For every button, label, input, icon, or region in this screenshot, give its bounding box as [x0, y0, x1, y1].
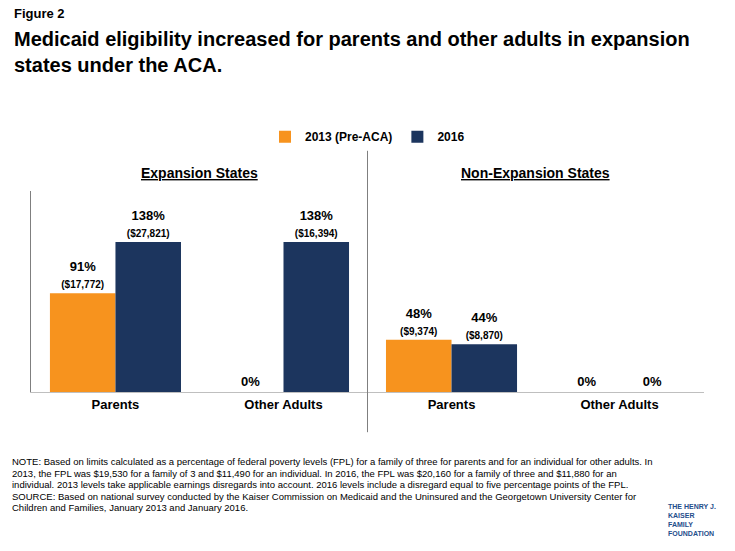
- svg-text:0%: 0%: [643, 374, 662, 389]
- svg-text:Non-Expansion States: Non-Expansion States: [461, 165, 610, 181]
- html-text:KAISER: KAISER: [668, 512, 695, 519]
- html-text:SOURCE: Based on national surv: SOURCE: Based on national survey conduct…: [12, 490, 637, 513]
- svg-text:Other Adults: Other Adults: [580, 397, 658, 412]
- svg-text:2013 (Pre-ACA): 2013 (Pre-ACA): [305, 130, 392, 144]
- svg-text:Parents: Parents: [428, 397, 476, 412]
- html-text:THE HENRY J.: THE HENRY J.: [668, 503, 716, 510]
- html-text:FOUNDATION: FOUNDATION: [668, 530, 715, 537]
- svg-text:2016: 2016: [437, 130, 464, 144]
- svg-text:91%($17,772): 91%($17,772): [61, 259, 104, 290]
- svg-text:0%: 0%: [241, 374, 260, 389]
- html-text:Figure 2: Figure 2: [14, 6, 65, 21]
- svg-text:138%($27,821): 138%($27,821): [127, 208, 170, 239]
- html-text:NOTE: Based on limits calculat: NOTE: Based on limits calculated as a pe…: [12, 456, 653, 490]
- svg-text:Expansion States: Expansion States: [141, 165, 258, 181]
- html-text:FAMILY: FAMILY: [668, 521, 693, 528]
- svg-text:138%($16,394): 138%($16,394): [295, 208, 338, 239]
- svg-text:Other Adults: Other Adults: [244, 397, 322, 412]
- svg-text:Parents: Parents: [92, 397, 140, 412]
- html-text:Medicaid eligibility increased: Medicaid eligibility increased for paren…: [14, 28, 690, 76]
- svg-text:48%($9,374): 48%($9,374): [400, 306, 437, 337]
- svg-text:44%($8,870): 44%($8,870): [466, 310, 503, 341]
- svg-text:0%: 0%: [577, 374, 596, 389]
